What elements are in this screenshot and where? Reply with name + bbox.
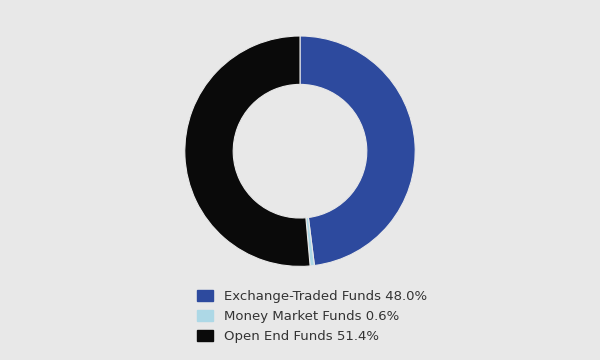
Wedge shape (300, 36, 415, 265)
Wedge shape (306, 217, 314, 266)
Wedge shape (185, 36, 310, 266)
Legend: Exchange-Traded Funds 48.0%, Money Market Funds 0.6%, Open End Funds 51.4%: Exchange-Traded Funds 48.0%, Money Marke… (191, 283, 433, 350)
